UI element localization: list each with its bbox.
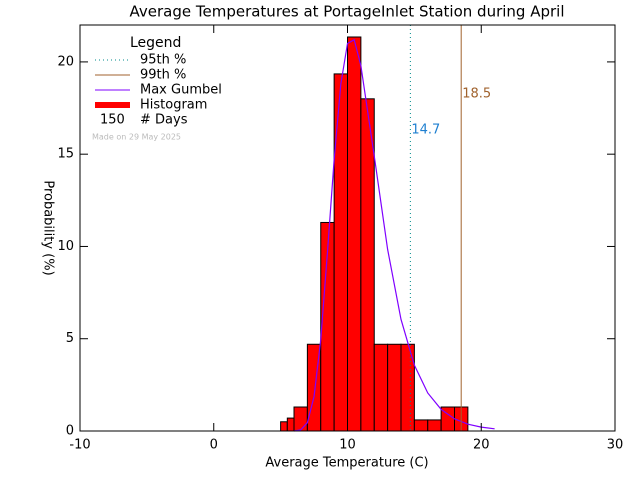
histogram-bar	[333, 73, 348, 432]
legend-title: Legend	[130, 35, 181, 51]
histogram-bar	[387, 343, 402, 432]
legend-days-label: # Days	[140, 113, 188, 128]
y-tick-label: 15	[57, 147, 74, 162]
chart-title: Average Temperatures at PortageInlet Sta…	[130, 3, 565, 21]
y-tick-label: 10	[57, 239, 74, 254]
x-tick-label: 0	[210, 438, 218, 453]
legend-label: 95th %	[140, 53, 186, 68]
y-axis-label: Probability (%)	[41, 180, 56, 275]
histogram-bar	[373, 343, 389, 432]
histogram-bar	[286, 417, 295, 432]
x-tick-label: 10	[339, 438, 356, 453]
y-tick-label: 5	[66, 331, 74, 346]
histogram-bar	[413, 419, 429, 432]
legend-label: 99th %	[140, 68, 186, 83]
histogram-bar	[347, 36, 362, 432]
percentile-label: 14.7	[411, 123, 440, 138]
x-tick-label: 20	[473, 438, 490, 453]
histogram-bar	[427, 419, 442, 432]
y-tick-label: 0	[66, 424, 74, 439]
note: Made on 29 May 2025	[92, 133, 181, 142]
percentile-label: 18.5	[462, 87, 491, 102]
gumbel-curve	[293, 38, 495, 432]
histogram-bar	[293, 406, 308, 432]
legend-days-count: 150	[100, 113, 125, 128]
x-tick-label: 30	[607, 438, 624, 453]
legend-label: Histogram	[140, 98, 207, 113]
x-tick-label: -10	[69, 438, 90, 453]
legend-label: Max Gumbel	[140, 83, 222, 98]
histogram-bar	[360, 98, 375, 432]
y-tick-label: 20	[57, 54, 74, 69]
histogram-bar	[280, 421, 288, 432]
x-axis-label: Average Temperature (C)	[265, 456, 428, 471]
